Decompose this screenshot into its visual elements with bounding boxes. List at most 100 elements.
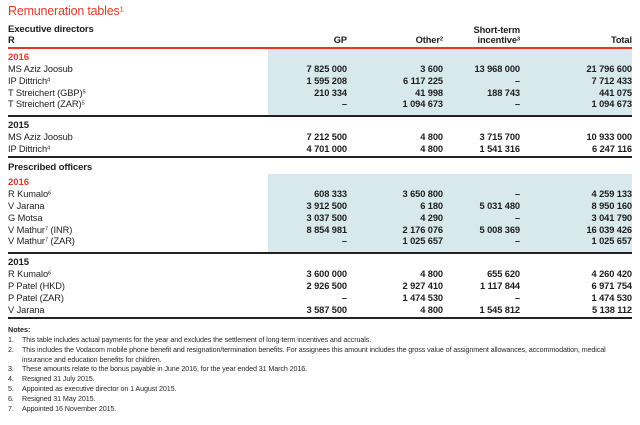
cell-name: P Patel (ZAR) (8, 293, 64, 303)
column-header-currency: R (8, 35, 15, 45)
cell-other: 41 998 (415, 88, 443, 98)
cell-other: 1 025 657 (402, 236, 444, 246)
cell-gp: – (341, 293, 347, 303)
cell-gp: 210 334 (314, 88, 347, 98)
cell-name: V Mathur7 (INR) (8, 225, 73, 235)
table-row: P Patel (ZAR) – 1 474 530 – 1 474 530 (8, 292, 632, 304)
note-item: 1. This table includes actual payments f… (8, 335, 614, 345)
note-text: These amounts relate to the bonus payabl… (22, 364, 308, 374)
cell-total: 6 971 754 (591, 281, 633, 291)
cell-name: MS Aziz Joosub (8, 64, 73, 74)
remuneration-table: Executive directors Short-term R GP Othe… (8, 23, 632, 319)
cell-short-term-incentive: 5 008 369 (479, 225, 521, 235)
table-row: T Streichert (ZAR)5 – 1 094 673 – 1 094 … (8, 99, 632, 114)
cell-short-term-incentive: – (514, 99, 520, 109)
table-row: R Kumalo6 608 333 3 650 800 – 4 259 133 (8, 188, 632, 200)
cell-gp: 4 701 000 (306, 144, 348, 154)
notes-block: Notes: 1. This table includes actual pay… (8, 325, 614, 413)
row-footnote-ref: 7 (44, 226, 49, 233)
cell-name: P Patel (HKD) (8, 281, 65, 291)
page-title-text: Remuneration tables (8, 4, 120, 18)
table-row: MS Aziz Joosub 7 212 500 4 800 3 715 700… (8, 131, 632, 143)
page-title: Remuneration tables1 (8, 4, 632, 18)
page-title-footnote-ref: 1 (119, 4, 124, 14)
cell-short-term-incentive: 13 968 000 (474, 64, 520, 74)
table-row: V Jarana 3 912 500 6 180 5 031 480 8 950… (8, 200, 632, 212)
cell-gp: 3 912 500 (306, 201, 348, 211)
column-header-incentive-footnote-ref: 3 (516, 36, 520, 43)
row-footnote-ref: 4 (47, 77, 51, 84)
cell-short-term-incentive: 655 620 (487, 269, 520, 279)
note-number: 4. (8, 374, 14, 384)
cell-short-term-incentive: 5 031 480 (479, 201, 521, 211)
cell-name: IP Dittrich4 (8, 144, 51, 154)
cell-name: V Jarana (8, 305, 45, 315)
cell-total: 1 474 530 (591, 293, 633, 303)
column-header-short-term: Short-term (473, 25, 520, 35)
row-footnote-ref: 6 (48, 190, 52, 197)
note-text: Appointed as executive director on 1 Aug… (22, 383, 177, 393)
year-group: 2015 MS Aziz Joosub 7 212 500 4 800 3 71… (8, 117, 632, 158)
cell-other: 4 800 (420, 269, 443, 279)
cell-gp: 2 926 500 (306, 281, 348, 291)
year-group: 2016 MS Aziz Joosub 7 825 000 3 600 13 9… (8, 49, 632, 117)
table-header-row-2: R GP Other2 incentive3 Total (8, 35, 632, 49)
cell-short-term-incentive: – (514, 236, 520, 246)
cell-short-term-incentive: 1 117 844 (480, 281, 520, 291)
table-row: IP Dittrich4 4 701 000 4 800 1 541 316 6… (8, 143, 632, 155)
cell-other: 1 474 530 (402, 293, 444, 303)
cell-other: 4 800 (420, 305, 443, 315)
note-number: 7. (8, 403, 14, 413)
note-number: 1. (8, 335, 14, 344)
cell-short-term-incentive: – (514, 213, 520, 223)
note-text: Resigned 31 July 2015. (22, 374, 95, 384)
note-item: 6. Resigned 31 May 2015. (8, 394, 614, 404)
cell-other: 4 800 (420, 132, 443, 142)
note-item: 4. Resigned 31 July 2015. (8, 374, 614, 384)
cell-short-term-incentive: 1 541 316 (479, 144, 521, 154)
cell-other: 2 176 076 (402, 225, 444, 235)
year-row: 2016 (8, 49, 632, 63)
cell-other: 2 927 410 (402, 281, 444, 291)
cell-gp: 7 825 000 (306, 64, 348, 74)
cell-name: MS Aziz Joosub (8, 132, 73, 142)
cell-total: 441 075 (599, 88, 632, 98)
table-row: V Jarana 3 587 500 4 800 1 545 812 5 138… (8, 304, 632, 316)
table-row: V Mathur7 (INR) 8 854 981 2 176 076 5 00… (8, 224, 632, 236)
cell-other: 6 180 (420, 201, 443, 211)
cell-total: 21 796 600 (586, 64, 632, 74)
column-header-incentive-text: incentive (477, 35, 517, 45)
year-label: 2015 (8, 256, 29, 268)
cell-other: 3 650 800 (402, 189, 444, 199)
cell-gp: – (341, 99, 347, 109)
row-footnote-ref: 5 (82, 89, 86, 96)
cell-gp: 3 037 500 (306, 213, 348, 223)
cell-other: 4 290 (420, 213, 443, 223)
year-label: 2016 (8, 176, 29, 188)
table-row: G Motsa 3 037 500 4 290 – 3 041 790 (8, 212, 632, 224)
cell-name: V Jarana (8, 201, 45, 211)
cell-name: V Mathur7 (ZAR) (8, 236, 75, 246)
table-row: T Streichert (GBP)5 210 334 41 998 188 7… (8, 87, 632, 99)
cell-name: T Streichert (ZAR)5 (8, 99, 85, 109)
cell-name: IP Dittrich4 (8, 76, 51, 86)
year-group: 2015 R Kumalo6 3 600 000 4 800 655 620 4… (8, 254, 632, 319)
year-label: 2015 (8, 119, 29, 131)
note-text: This includes the Vodacom mobile phone b… (22, 344, 606, 364)
cell-total: 10 933 000 (586, 132, 632, 142)
table-row: V Mathur7 (ZAR) – 1 025 657 – 1 025 657 (8, 236, 632, 251)
section-executive-directors: 2016 MS Aziz Joosub 7 825 000 3 600 13 9… (8, 49, 632, 158)
section-prescribed-officers: 2016 R Kumalo6 608 333 3 650 800 – 4 259… (8, 174, 632, 319)
note-number: 5. (8, 383, 14, 393)
cell-name: T Streichert (GBP)5 (8, 88, 86, 98)
cell-gp: 3 600 000 (306, 269, 348, 279)
note-number: 6. (8, 393, 14, 403)
table-header-row-1: Executive directors Short-term (8, 23, 632, 35)
note-item: 7. Appointed 16 November 2015. (8, 404, 614, 414)
cell-name: R Kumalo6 (8, 189, 52, 199)
cell-short-term-incentive: 188 743 (487, 88, 520, 98)
note-item: 5. Appointed as executive director on 1 … (8, 384, 614, 394)
cell-short-term-incentive: – (514, 189, 520, 199)
note-number: 2. (8, 344, 14, 354)
